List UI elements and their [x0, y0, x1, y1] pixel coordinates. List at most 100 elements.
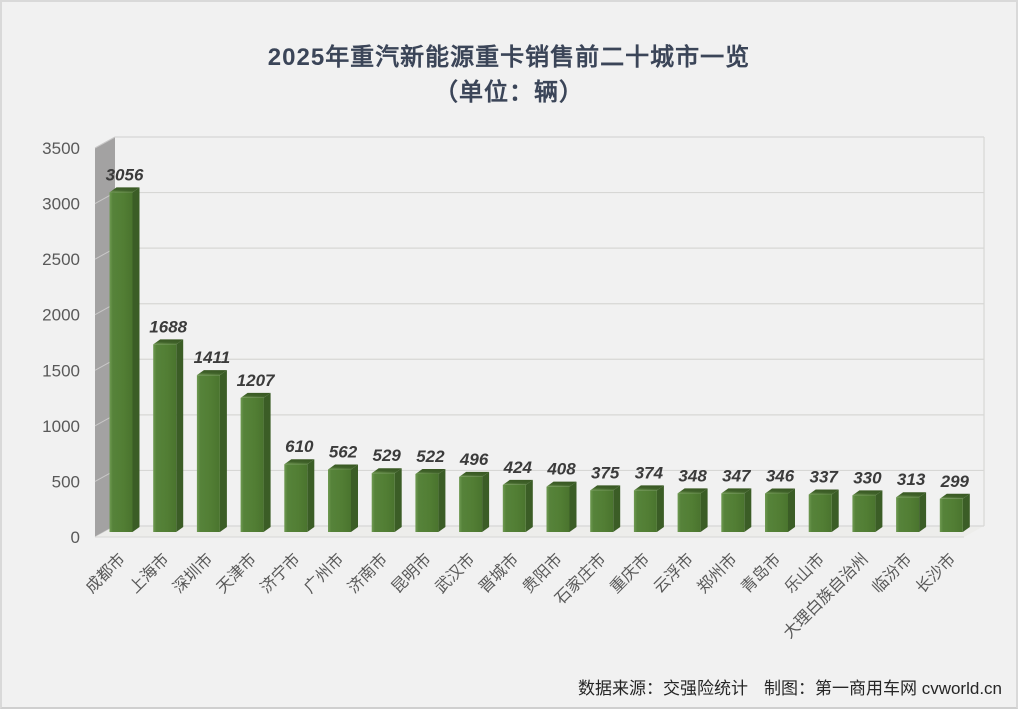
category-label: 晋城市	[475, 550, 522, 597]
y-axis-tick-label: 2000	[42, 306, 80, 325]
bar-side-face	[875, 490, 883, 532]
bar-front-face	[590, 490, 614, 532]
category-label: 武汉市	[432, 550, 479, 597]
bar-side-face	[656, 485, 664, 532]
bar-side-face	[744, 488, 752, 532]
bar-front-face	[109, 192, 133, 533]
bar-top-face	[721, 488, 752, 494]
y-axis-tick-label: 3000	[42, 195, 80, 214]
bar-side-face	[394, 468, 402, 532]
bar-value-label: 562	[329, 443, 358, 462]
bar-front-face	[896, 497, 920, 532]
bar-side-face	[219, 370, 227, 532]
category-label: 郑州市	[694, 550, 741, 597]
bar-top-face	[153, 339, 184, 345]
bar-top-face	[415, 468, 446, 474]
wall-tick	[94, 136, 116, 149]
bar-top-face	[371, 468, 402, 474]
y-axis-tick-label: 500	[52, 472, 80, 491]
bar-value-label: 522	[416, 447, 445, 466]
chart-subtitle: （单位：辆）	[434, 79, 584, 106]
bar-value-label: 1688	[149, 317, 187, 336]
y-axis-tick-label: 1500	[42, 361, 80, 380]
bar-side-face	[263, 392, 271, 532]
bar-side-face	[438, 468, 446, 532]
bar-front-face	[153, 344, 177, 532]
bar-front-face	[721, 493, 745, 532]
category-label: 济宁市	[257, 550, 304, 597]
bar-top-face	[765, 488, 795, 494]
bar-side-face	[525, 479, 533, 532]
bar-front-face	[415, 473, 439, 532]
bar-top-face	[109, 187, 140, 193]
bar-value-label: 496	[459, 450, 489, 469]
category-label: 临汾市	[869, 550, 916, 597]
bar-top-face	[677, 488, 708, 494]
bar-value-label: 610	[285, 437, 314, 456]
category-label: 重庆市	[607, 550, 654, 597]
bar-top-face	[896, 492, 927, 498]
bar-top-face	[196, 370, 227, 376]
bar-top-face	[590, 485, 621, 491]
bar-side-face	[700, 488, 708, 532]
bar-side-face	[132, 187, 140, 533]
bar-top-face	[808, 489, 839, 495]
bar-value-label: 348	[678, 466, 707, 485]
bar-side-face	[351, 464, 358, 532]
bar-front-face	[633, 490, 657, 532]
bar-value-label: 313	[897, 470, 926, 489]
y-axis-tick-label: 2500	[42, 250, 80, 269]
category-label: 长沙市	[912, 550, 959, 597]
bar-side-face	[962, 493, 970, 532]
bar-value-label: 337	[810, 468, 840, 487]
bar-front-face	[808, 494, 832, 532]
bar-front-face	[371, 473, 395, 532]
bar-front-face	[284, 464, 308, 532]
bar-side-face	[831, 489, 839, 532]
axis-floor-3d	[95, 526, 984, 537]
y-axis-tick-label: 1000	[42, 417, 80, 436]
bar-value-label: 374	[635, 463, 664, 482]
bar-side-face	[919, 492, 927, 532]
bar-front-face	[196, 375, 220, 532]
bar-top-face	[502, 479, 533, 485]
bar-top-face	[284, 459, 315, 465]
bar-value-label: 408	[546, 460, 576, 479]
bar-value-label: 346	[766, 467, 795, 486]
category-label: 云浮市	[650, 550, 697, 597]
bar-side-face	[482, 471, 490, 532]
bar-side-face	[307, 459, 315, 532]
category-label: 上海市	[126, 550, 173, 597]
bar-value-label: 3056	[106, 165, 144, 184]
bar-front-face	[240, 397, 264, 532]
bar-top-face	[240, 392, 271, 398]
bar-side-face	[569, 481, 577, 532]
bar-front-face	[502, 484, 526, 532]
bar-top-face	[328, 464, 358, 470]
bar-value-label: 375	[591, 463, 620, 482]
category-label: 青岛市	[738, 550, 785, 597]
bar-side-face	[788, 488, 795, 532]
chart-footer: 数据来源：交强险统计 制图：第一商用车网 cvworld.cn	[578, 674, 1002, 699]
bar-side-face	[613, 485, 621, 532]
bar-front-face	[765, 493, 788, 532]
category-label: 昆明市	[388, 550, 435, 597]
data-source-label: 数据来源：交强险统计	[577, 679, 748, 698]
bar-value-label: 330	[853, 468, 882, 487]
bar-top-face	[546, 481, 577, 487]
bar-front-face	[328, 469, 351, 532]
bar-top-face	[939, 493, 970, 499]
credit-label: 制图：第一商用车网 cvworld.cn	[763, 679, 1002, 698]
bar-value-label: 347	[722, 466, 752, 485]
bar-front-face	[852, 495, 876, 532]
category-label: 广州市	[301, 550, 348, 597]
category-label: 成都市	[82, 550, 129, 597]
bar-value-label: 299	[940, 472, 970, 491]
category-label: 深圳市	[170, 550, 217, 597]
bar-front-face	[546, 486, 570, 532]
bar-value-label: 529	[373, 446, 402, 465]
chart-title: 2025年重汽新能源重卡销售前二十城市一览	[267, 44, 751, 71]
bar-side-face	[176, 339, 184, 532]
